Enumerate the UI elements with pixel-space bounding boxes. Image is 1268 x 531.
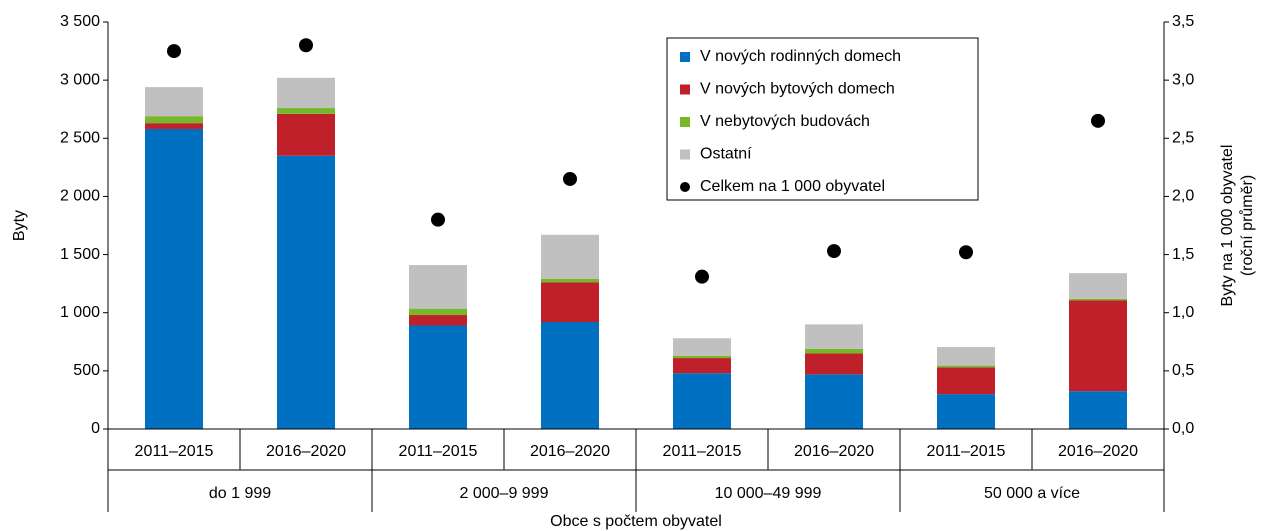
- bar-segment: [277, 77, 335, 109]
- y-tick-label: 2 500: [60, 130, 100, 147]
- legend-swatch: [680, 149, 690, 160]
- y-tick-label: 1 000: [60, 304, 100, 321]
- y2-tick-label: 3,5: [1172, 13, 1194, 30]
- group-label: do 1 999: [209, 485, 271, 502]
- legend-label: Ostatní: [700, 146, 752, 163]
- bar-segment: [673, 358, 731, 374]
- legend-label: V nebytových budovách: [700, 113, 870, 130]
- bar-segment: [805, 348, 863, 354]
- dot: [959, 245, 973, 260]
- bar-segment: [145, 87, 203, 117]
- legend-label: V nových rodinných domech: [700, 48, 901, 65]
- y-tick-label: 1 500: [60, 246, 100, 263]
- y2-tick-label: 1,5: [1172, 246, 1194, 263]
- x-tick-label: 2016–2020: [794, 443, 874, 460]
- dot: [1091, 113, 1105, 128]
- bar-segment: [145, 116, 203, 124]
- group-label: 10 000–49 999: [715, 485, 822, 502]
- bar-segment: [805, 353, 863, 375]
- group-label: 2 000–9 999: [460, 485, 549, 502]
- y2-axis-label: (roční průměr): [1238, 175, 1256, 276]
- bar-segment: [937, 394, 995, 429]
- legend-swatch: [680, 117, 690, 127]
- bar-segment: [805, 324, 863, 349]
- y2-tick-label: 2,5: [1172, 130, 1194, 147]
- x-axis-label: Obce s počtem obyvatel: [550, 513, 722, 530]
- dot: [431, 212, 445, 227]
- legend-swatch: [680, 52, 690, 62]
- x-tick-label: 2016–2020: [266, 443, 346, 460]
- y-tick-label: 0: [91, 420, 100, 437]
- bar-segment: [937, 365, 995, 368]
- y2-tick-label: 1,0: [1172, 304, 1194, 321]
- legend-box: [666, 37, 979, 201]
- y-tick-label: 3 500: [60, 13, 100, 30]
- bar-segment: [541, 322, 599, 429]
- y-tick-label: 2 000: [60, 188, 100, 205]
- y-axis-label: Byty: [11, 210, 28, 241]
- bar-segment: [541, 234, 599, 279]
- bar-segment: [145, 123, 203, 129]
- legend-swatch: [680, 84, 690, 95]
- bar-segment: [145, 128, 203, 430]
- bar-segment: [277, 155, 335, 429]
- group-label: 50 000 a více: [984, 485, 1080, 502]
- bar-segment: [541, 278, 599, 283]
- legend-label: Celkem na 1 000 obyvatel: [700, 178, 885, 195]
- bar-segment: [1069, 300, 1127, 392]
- dot: [827, 244, 841, 259]
- y2-tick-label: 3,0: [1172, 71, 1194, 88]
- x-tick-label: 2016–2020: [1058, 443, 1138, 460]
- bar-segment: [805, 374, 863, 429]
- bar-segment: [409, 265, 467, 309]
- dot: [563, 171, 577, 186]
- bar-segment: [409, 315, 467, 326]
- bar-segment: [1069, 298, 1127, 301]
- bar-segment: [937, 347, 995, 366]
- legend-label: V nových bytových domech: [700, 81, 895, 98]
- y2-tick-label: 2,0: [1172, 188, 1194, 205]
- bar-segment: [1069, 273, 1127, 299]
- bar-segment: [541, 282, 599, 323]
- dot: [695, 269, 709, 284]
- bar-segment: [409, 325, 467, 429]
- bar-segment: [673, 355, 731, 359]
- bar-segment: [673, 338, 731, 356]
- x-tick-label: 2011–2015: [927, 443, 1006, 460]
- y2-axis-label: Byty na 1 000 obyvatel: [1219, 145, 1236, 307]
- legend-swatch: [680, 182, 690, 192]
- x-tick-label: 2011–2015: [399, 443, 478, 460]
- y2-tick-label: 0,5: [1172, 362, 1194, 379]
- y-tick-label: 3 000: [60, 71, 100, 88]
- bar-segment: [277, 108, 335, 114]
- dot: [167, 44, 181, 59]
- bar-segment: [409, 308, 467, 316]
- bar-segment: [277, 113, 335, 156]
- bar-segment: [937, 367, 995, 395]
- bar-segment: [673, 373, 731, 429]
- dot: [299, 38, 313, 53]
- x-tick-label: 2016–2020: [530, 443, 610, 460]
- x-tick-label: 2011–2015: [135, 443, 214, 460]
- bar-segment: [1069, 391, 1127, 429]
- y-tick-label: 500: [73, 362, 100, 379]
- y2-tick-label: 0,0: [1172, 420, 1194, 437]
- x-tick-label: 2011–2015: [663, 443, 742, 460]
